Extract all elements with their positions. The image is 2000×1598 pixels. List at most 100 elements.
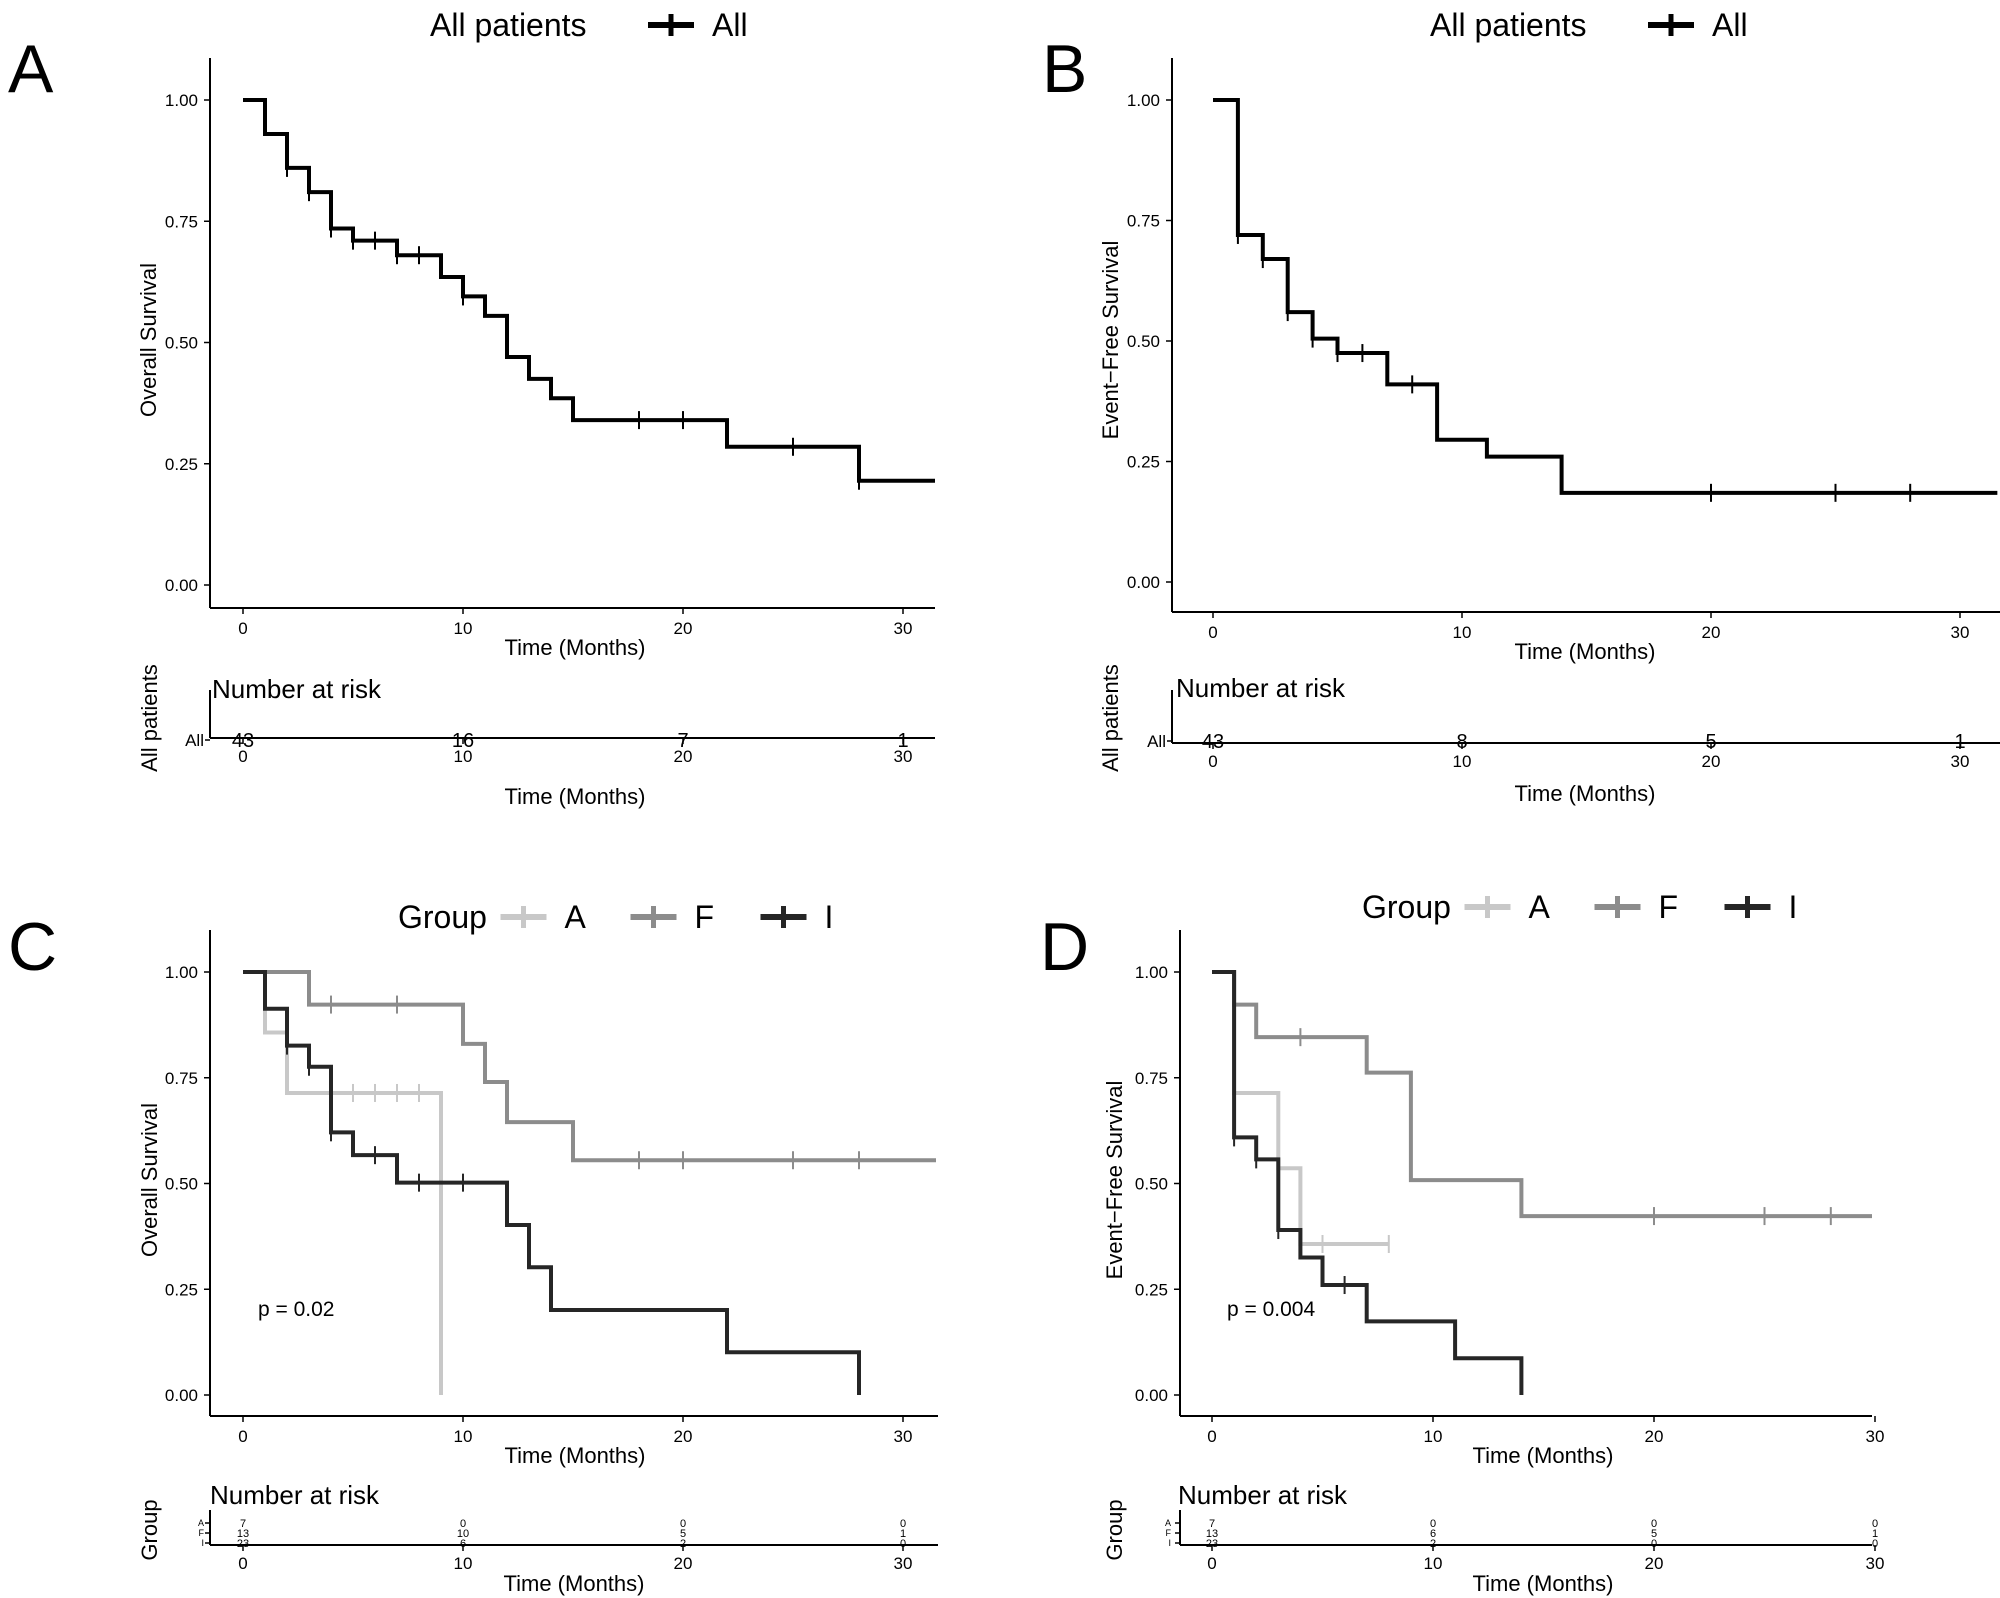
risk-table-title: Number at risk [1176,673,1346,703]
risk-strata-label-All: All [185,731,204,750]
x-tick-label: 0 [1207,1427,1216,1446]
risk-count: 0 [900,1518,906,1530]
legend-label-All: All [1712,7,1748,43]
x-tick-label: 20 [1645,1427,1664,1446]
x-tick-label: 20 [1702,623,1721,642]
survival-curve-All [243,98,935,483]
risk-y-axis-title: Group [1102,1499,1127,1560]
risk-y-axis-title: All patients [137,664,162,772]
survival-curve-F [243,970,936,1163]
risk-y-axis-title: All patients [1098,664,1123,772]
risk-count: 7 [1209,1518,1215,1530]
risk-count: 1 [900,1528,906,1540]
risk-x-tick-label: 30 [1951,752,1970,771]
risk-count: 43 [232,730,254,752]
y-tick-label: 0.25 [1135,1280,1168,1299]
y-tick-label: 0.00 [1127,573,1160,592]
y-tick-label: 0.75 [165,212,198,231]
y-tick-label: 1.00 [165,91,198,110]
series-F [1212,970,1872,1226]
x-axis-title: Time (Months) [1515,639,1656,664]
y-axis-title: Overall Survival [136,263,161,417]
x-tick-label: 30 [894,619,913,638]
y-tick-label: 0.75 [165,1069,198,1088]
x-tick-label: 0 [1208,623,1217,642]
risk-count: 5 [680,1528,686,1540]
x-tick-label: 10 [1424,1427,1443,1446]
survival-curve-F [1212,970,1872,1219]
x-tick-label: 30 [894,1427,913,1446]
risk-x-axis-title: Time (Months) [1473,1571,1614,1596]
legend-key-I [760,906,807,928]
risk-x-tick-label: 0 [238,747,247,766]
x-tick-label: 20 [674,619,693,638]
y-axis-title: Overall Survival [137,1103,162,1257]
risk-x-axis-title: Time (Months) [505,784,646,809]
risk-table: Number at risk 0 10 20 30 Time (Months) All pa… [1098,664,2000,806]
survival-curve-I [243,970,861,1395]
series-F [243,970,936,1170]
risk-strata-label-F: F [1166,1528,1172,1538]
risk-count: 5 [1651,1528,1657,1540]
legend-key-All [1648,14,1694,36]
y-tick-label: 0.25 [165,455,198,474]
legend-key-All [648,14,694,36]
risk-count: 7 [677,730,688,752]
x-tick-label: 0 [238,619,247,638]
y-tick-label: 0.75 [1135,1069,1168,1088]
y-tick-label: 0.00 [1135,1386,1168,1405]
series-I [243,970,861,1395]
legend-key-A [1464,896,1511,918]
legend-key-I [1724,896,1771,918]
risk-count: 10 [457,1528,469,1540]
y-tick-label: 1.00 [1135,963,1168,982]
risk-x-tick-label: 0 [1208,752,1217,771]
risk-x-tick-label: 30 [894,1554,913,1573]
y-axis-title: Event−Free Survival [1098,241,1123,440]
risk-count: 0 [1651,1518,1657,1530]
legend-label-I: I [825,899,834,935]
risk-count: 23 [1206,1538,1218,1550]
y-tick-label: 1.00 [1127,91,1160,110]
risk-count: 2 [680,1538,686,1550]
risk-count: 6 [460,1538,466,1550]
risk-count: 0 [1651,1538,1657,1550]
y-tick-label: 0.50 [165,1175,198,1194]
risk-count: 1 [1872,1528,1878,1540]
risk-count: 2 [1430,1538,1436,1550]
risk-x-axis-title: Time (Months) [1515,781,1656,806]
y-axis-title: Event−Free Survival [1102,1081,1127,1280]
risk-x-tick-label: 10 [1453,752,1472,771]
legend-label-I: I [1789,889,1798,925]
risk-x-tick-label: 30 [894,747,913,766]
x-axis-title: Time (Months) [505,1443,646,1468]
y-tick-label: 0.00 [165,1386,198,1405]
risk-count: 6 [1430,1528,1436,1540]
x-tick-label: 30 [1866,1427,1885,1446]
panel-C: C Group A F I0.000.250.500.751.000 10 20 30Time… [8,899,938,1596]
risk-strata-label-A: A [198,1518,204,1528]
risk-table-title: Number at risk [210,1480,380,1510]
y-tick-label: 0.25 [1127,453,1160,472]
risk-x-tick-label: 20 [674,1554,693,1573]
risk-x-tick-label: 20 [674,747,693,766]
legend-key-F [630,906,677,928]
risk-count: 23 [237,1538,249,1550]
risk-strata-label-F: F [199,1528,205,1538]
y-tick-label: 0.50 [165,334,198,353]
y-tick-label: 0.00 [165,576,198,595]
risk-table-title: Number at risk [212,674,382,704]
risk-x-tick-label: 10 [454,747,473,766]
risk-count: 5 [1705,731,1716,753]
legend-label-All: All [712,7,748,43]
y-tick-label: 0.50 [1127,332,1160,351]
legend: Group A F I [398,899,833,935]
p-value: p = 0.02 [258,1298,334,1321]
risk-strata-label-I: I [201,1538,204,1548]
risk-x-tick-label: 10 [454,1554,473,1573]
risk-table: Number at risk 0 10 20 30 Time (Months) All pa… [137,664,935,809]
